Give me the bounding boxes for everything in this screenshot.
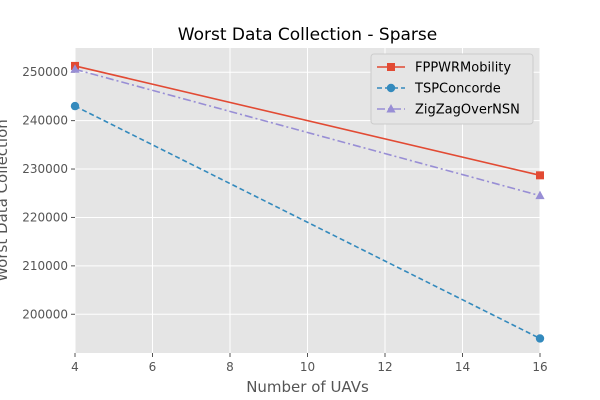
- data-point-FPPWRMobility: [536, 171, 544, 180]
- x-tick-label: 4: [71, 360, 79, 374]
- legend-label: TSPConcorde: [414, 82, 501, 97]
- axis-ticks: 4 6 8 10 12 14 16 200000 210000 220000 230000 24000…: [22, 65, 547, 374]
- legend-box: [370, 53, 534, 125]
- legend-label: FPPWRMobility: [415, 61, 511, 76]
- legend-item-ZigZagOverNSN: ZigZagOverNSN: [377, 103, 520, 118]
- chart-title: Worst Data Collection - Sparse: [178, 25, 437, 45]
- legend-item-TSPConcorde: TSPConcorde: [377, 82, 501, 97]
- x-tick-label: 16: [532, 360, 547, 374]
- data-point-TSPConcorde: [535, 334, 545, 343]
- x-tick-label: 12: [377, 360, 392, 374]
- x-tick-label: 6: [149, 360, 157, 374]
- y-tick-label: 200000: [22, 307, 68, 321]
- legend-marker: [386, 104, 396, 113]
- y-axis-label: Worst Data Collection: [0, 119, 11, 282]
- legend-item-FPPWRMobility: FPPWRMobility: [377, 61, 511, 76]
- series-line-ZigZagOverNSN: [74, 68, 541, 197]
- y-tick-label: 230000: [22, 162, 68, 176]
- legend-label: ZigZagOverNSN: [415, 103, 520, 118]
- y-tick-label: 240000: [22, 114, 68, 128]
- x-axis-label: Number of UAVs: [246, 378, 369, 396]
- y-tick-label: 210000: [22, 259, 68, 273]
- x-tick-label: 14: [455, 360, 470, 374]
- legend-marker: [386, 83, 396, 93]
- series-ZigZagOverNSN: [70, 64, 545, 200]
- y-tick-label: 220000: [22, 210, 68, 224]
- series-TSPConcorde: [70, 101, 545, 343]
- x-tick-label: 10: [300, 360, 315, 374]
- x-tick-label: 8: [226, 360, 234, 374]
- series-line-TSPConcorde: [74, 105, 541, 340]
- legend-marker: [387, 63, 395, 71]
- series-layer: [70, 61, 545, 343]
- data-point-ZigZagOverNSN: [70, 64, 80, 73]
- legend: FPPWRMobility TSPConcorde ZigZagOverNSN: [370, 53, 534, 125]
- y-tick-label: 250000: [22, 65, 68, 79]
- data-point-TSPConcorde: [70, 101, 80, 111]
- data-point-ZigZagOverNSN: [535, 190, 545, 200]
- series-line-FPPWRMobility: [74, 65, 541, 177]
- grid: [74, 48, 541, 353]
